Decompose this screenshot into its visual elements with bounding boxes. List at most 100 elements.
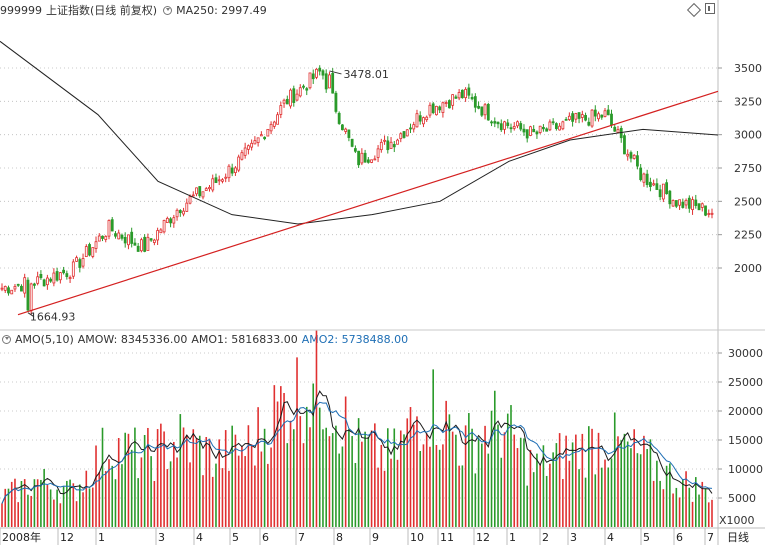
candle-body bbox=[428, 104, 432, 116]
x-axis-label: 2008年 bbox=[2, 530, 41, 544]
window-toggle-icon[interactable] bbox=[705, 3, 715, 14]
price-tick-label: 2000 bbox=[734, 262, 762, 275]
candle-body bbox=[366, 159, 370, 163]
candle-body bbox=[246, 145, 250, 150]
stock-code: 999999 bbox=[0, 3, 42, 17]
x-axis-label: 9 bbox=[372, 531, 379, 544]
candle-body bbox=[259, 134, 263, 137]
candle-body bbox=[457, 92, 461, 99]
candle-body bbox=[234, 167, 237, 173]
candle-body bbox=[353, 148, 357, 152]
price-header: 999999 上证指数(日线 前复权) MA250: 2997.49 bbox=[0, 2, 271, 18]
candle-body bbox=[363, 152, 367, 163]
candle-body bbox=[525, 129, 529, 139]
candle-body bbox=[97, 235, 101, 242]
candle-body bbox=[431, 103, 435, 114]
candle-body bbox=[266, 128, 270, 137]
candle-body bbox=[321, 70, 325, 76]
candle-body bbox=[7, 287, 10, 294]
candle-body bbox=[156, 230, 160, 241]
candle-body bbox=[567, 115, 571, 120]
indicator-dropdown-icon[interactable] bbox=[163, 5, 173, 15]
volume-tick-label: 30000 bbox=[728, 347, 763, 360]
candle-body bbox=[350, 138, 354, 147]
price-tick-label: 3250 bbox=[734, 95, 762, 108]
candle-body bbox=[373, 158, 377, 161]
candle-body bbox=[81, 258, 85, 267]
candle-body bbox=[603, 110, 607, 117]
price-tick-label: 2750 bbox=[734, 162, 762, 175]
candle-body bbox=[279, 105, 283, 115]
x-axis-label: 5 bbox=[232, 531, 239, 544]
amow-label: AMOW: 8345336.00 bbox=[77, 332, 188, 346]
candle-body bbox=[496, 121, 500, 125]
candle-body bbox=[172, 217, 176, 224]
candle-body bbox=[305, 88, 309, 91]
candle-body bbox=[146, 236, 150, 251]
candle-body bbox=[454, 96, 458, 99]
volume-indicator-dropdown-icon[interactable] bbox=[2, 334, 11, 344]
candle-body bbox=[399, 133, 403, 140]
candle-body bbox=[263, 136, 267, 140]
candle-body bbox=[687, 197, 691, 209]
candle-body bbox=[700, 203, 704, 208]
candle-body bbox=[55, 271, 59, 281]
candle-body bbox=[227, 165, 231, 179]
candle-body bbox=[240, 152, 244, 160]
candle-body bbox=[195, 187, 198, 195]
candle-body bbox=[91, 247, 95, 257]
candle-body bbox=[655, 183, 659, 190]
candle-body bbox=[415, 113, 419, 128]
candle-body bbox=[360, 152, 364, 164]
candle-body bbox=[104, 236, 108, 240]
candle-body bbox=[668, 190, 672, 205]
candle-body bbox=[665, 182, 669, 195]
candle-body bbox=[379, 141, 383, 151]
candle-body bbox=[422, 117, 425, 125]
candle-body bbox=[62, 269, 65, 274]
x-axis-label: 7 bbox=[707, 531, 714, 544]
candle-body bbox=[52, 272, 56, 284]
candle-body bbox=[188, 196, 192, 204]
candle-body bbox=[302, 85, 305, 88]
candle-body bbox=[409, 127, 412, 130]
candle-body bbox=[253, 140, 257, 145]
candle-body bbox=[710, 212, 714, 215]
candle-body bbox=[0, 287, 4, 290]
candle-body bbox=[13, 286, 17, 290]
candle-body bbox=[71, 261, 75, 277]
candle-body bbox=[561, 121, 565, 130]
candle-body bbox=[370, 159, 373, 163]
candle-body bbox=[460, 89, 464, 99]
candle-body bbox=[256, 137, 260, 143]
candle-body bbox=[165, 217, 169, 223]
candle-body bbox=[16, 283, 20, 286]
candle-body bbox=[204, 188, 208, 191]
candle-body bbox=[341, 124, 344, 131]
x-axis-label: 6 bbox=[676, 531, 683, 544]
candle-body bbox=[444, 102, 448, 104]
candle-body bbox=[636, 155, 639, 167]
candle-body bbox=[639, 167, 643, 181]
candle-body bbox=[477, 105, 480, 109]
candle-body bbox=[68, 277, 72, 280]
high-annotation: 3478.01 bbox=[343, 68, 389, 81]
x-axis-label: 1 bbox=[98, 531, 105, 544]
candle-body bbox=[143, 236, 147, 252]
x-axis-label: 12 bbox=[476, 531, 490, 544]
candle-body bbox=[149, 238, 153, 241]
candle-body bbox=[221, 179, 224, 182]
candle-body bbox=[140, 239, 143, 252]
candle-body bbox=[587, 121, 591, 126]
candle-body bbox=[23, 277, 27, 294]
candle-body bbox=[645, 173, 649, 185]
candle-body bbox=[243, 147, 247, 156]
amo2-label: AMO2: 5738488.00 bbox=[301, 332, 409, 346]
candle-body bbox=[107, 220, 111, 237]
candle-body bbox=[451, 94, 455, 106]
candle-body bbox=[623, 135, 626, 155]
x-axis-label: 6 bbox=[262, 531, 269, 544]
candle-body bbox=[133, 242, 137, 246]
candle-body bbox=[269, 123, 273, 132]
